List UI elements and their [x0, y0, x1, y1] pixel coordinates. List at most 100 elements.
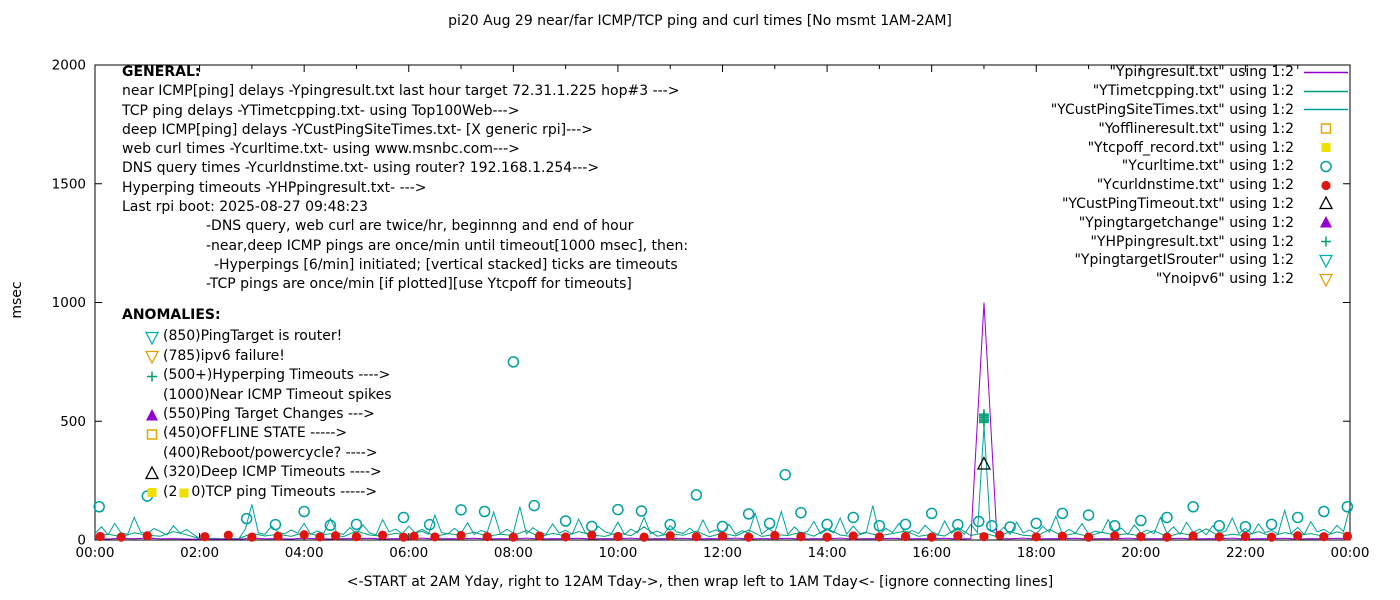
legend-label: "Ytcpoff_record.txt" using 1:2 — [1087, 139, 1294, 156]
general-line: DNS query times -Ycurldnstime.txt- using… — [122, 160, 600, 177]
line-icon — [1304, 71, 1348, 74]
anomaly-item: (2 0)TCP ping Timeouts -----> — [122, 483, 392, 502]
triangle-up-open-icon — [144, 465, 160, 479]
series-YHPpingresult.txt — [978, 409, 989, 428]
anomaly-item: (450)OFFLINE STATE -----> — [122, 424, 392, 443]
anomaly-label: (450)OFFLINE STATE -----> — [163, 425, 348, 442]
general-line: deep ICMP[ping] delays -YCustPingSiteTim… — [122, 121, 593, 138]
general-line: -Hyperpings [6/min] initiated; [vertical… — [214, 256, 678, 273]
triangle-down-open-icon — [1318, 273, 1334, 288]
circle-filled-icon — [1321, 180, 1331, 190]
anomaly-label: (500+)Hyperping Timeouts ----> — [163, 367, 391, 384]
general-line: -DNS query, web curl are twice/hr, begin… — [206, 218, 634, 235]
triangle-down-open-icon — [144, 331, 160, 346]
x-tick-label: 04:00 — [285, 545, 324, 561]
plus-icon — [147, 371, 157, 382]
legend-item: "Yofflineresult.txt" using 1:2 — [1051, 119, 1350, 138]
general-line: -near,deep ICMP pings are once/min until… — [206, 237, 689, 254]
anomaly-item: (400)Reboot/powercycle? ----> — [122, 444, 392, 463]
legend-item: "Ypingtargetchange" using 1:2 — [1051, 213, 1350, 232]
x-tick-label: 16:00 — [912, 545, 951, 561]
legend-item: "YTimetcpping.txt" using 1:2 — [1051, 82, 1350, 101]
x-tick-label: 06:00 — [389, 545, 428, 561]
square-open-icon — [146, 429, 158, 440]
anomaly-label: 0)TCP ping Timeouts -----> — [191, 483, 378, 500]
triangle-up-open-icon — [1318, 196, 1334, 210]
general-line: web curl times -Ycurltime.txt- using www… — [122, 141, 520, 158]
y-tick-label: 500 — [60, 414, 86, 430]
circle-open-icon — [1320, 160, 1332, 173]
general-lines: near ICMP[ping] delays -Ypingresult.txt … — [122, 82, 688, 294]
x-tick-label: 12:00 — [703, 545, 742, 561]
x-tick-label: 02:00 — [180, 545, 219, 561]
anomaly-rows: (850)PingTarget is router! (785)ipv6 fail… — [122, 327, 392, 502]
x-axis-label: <-START at 2AM Yday, right to 12AM Tday-… — [346, 574, 1054, 590]
anomaly-item: (850)PingTarget is router! — [122, 327, 392, 346]
x-tick-label: 18:00 — [1017, 545, 1056, 561]
anomaly-item: (785)ipv6 failure! — [122, 347, 392, 366]
no-icon — [144, 445, 160, 461]
anomalies-heading: ANOMALIES: — [122, 307, 221, 323]
y-tick-label: 1500 — [52, 176, 86, 192]
anomaly-item: (1000)Near ICMP Timeout spikes — [122, 386, 392, 405]
legend-item: "YCustPingSiteTimes.txt" using 1:2 — [1051, 101, 1350, 120]
anomaly-item: (500+)Hyperping Timeouts ----> — [122, 366, 392, 385]
anomaly-label: (400)Reboot/powercycle? ----> — [163, 444, 378, 461]
triangle-down-open-icon — [1318, 254, 1334, 269]
legend-item: "Ytcpoff_record.txt" using 1:2 — [1051, 138, 1350, 157]
anomaly-label: (850)PingTarget is router! — [163, 328, 343, 345]
legend-label: "YTimetcpping.txt" using 1:2 — [1092, 83, 1294, 100]
triangle-down-open-icon — [144, 351, 160, 365]
legend-label: "YCustPingSiteTimes.txt" using 1:2 — [1050, 101, 1294, 118]
legend-item: "YHPpingresult.txt" using 1:2 — [1051, 232, 1350, 251]
legend-label: "Yofflineresult.txt" using 1:2 — [1098, 120, 1294, 137]
chart-title: pi20 Aug 29 near/far ICMP/TCP ping and c… — [448, 13, 952, 29]
x-tick-label: 10:00 — [598, 545, 637, 561]
x-tick-label: 20:00 — [1121, 545, 1160, 561]
no-icon — [144, 387, 160, 403]
y-tick-label: 1000 — [52, 295, 86, 311]
square-open-icon — [1320, 123, 1332, 135]
general-line: Last rpi boot: 2025-08-27 09:48:23 — [122, 199, 368, 216]
anomaly-label: (785)ipv6 failure! — [163, 347, 285, 364]
square-filled-icon — [179, 488, 189, 498]
anomaly-label: (550)Ping Target Changes ---> — [163, 405, 375, 422]
legend-label: "YpingtargetISrouter" using 1:2 — [1074, 252, 1294, 269]
legend-item: "Ycurldnstime.txt" using 1:2 — [1051, 176, 1350, 195]
legend-label: "YCustPingTimeout.txt" using 1:2 — [1061, 195, 1294, 212]
anomalies-notes: ANOMALIES: (850)PingTarget is router! (78… — [122, 306, 392, 502]
series-Ycurldnstime.txt — [95, 530, 1352, 542]
legend-label: "YHPpingresult.txt" using 1:2 — [1090, 233, 1294, 250]
general-notes: GENERAL: near ICMP[ping] delays -Ypingre… — [122, 63, 688, 295]
y-tick-label: 0 — [77, 533, 86, 549]
square-filled-icon — [147, 488, 157, 498]
series-YCustPingTimeout.txt — [976, 456, 992, 470]
x-tick-label: 14:00 — [808, 545, 847, 561]
general-line: near ICMP[ping] delays -Ypingresult.txt … — [122, 83, 680, 100]
anomaly-label: (1000)Near ICMP Timeout spikes — [163, 386, 392, 403]
legend-label: "Ynoipv6" using 1:2 — [1155, 271, 1294, 288]
line-icon — [1304, 109, 1348, 111]
y-tick-label: 2000 — [52, 58, 86, 74]
legend-label: "Ycurldnstime.txt" using 1:2 — [1096, 177, 1294, 194]
x-tick-label: 00:00 — [1331, 545, 1370, 561]
anomaly-item: (550)Ping Target Changes ---> — [122, 405, 392, 424]
triangle-up-filled-icon — [1320, 216, 1332, 228]
legend: "Ypingresult.txt" using 1:2 "YTimetcpping… — [1051, 63, 1350, 289]
legend-item: "Ynoipv6" using 1:2 — [1051, 270, 1350, 289]
legend-item: "YpingtargetISrouter" using 1:2 — [1051, 251, 1350, 270]
square-filled-icon — [1321, 143, 1331, 153]
anomaly-label: (2 — [163, 483, 178, 500]
x-tick-label: 00:00 — [76, 545, 115, 561]
series-Ycurltime.txt — [93, 356, 1354, 533]
legend-item: "Ypingresult.txt" using 1:2 — [1051, 63, 1350, 82]
y-axis-label: msec — [9, 281, 25, 319]
legend-item: "Ycurltime.txt" using 1:2 — [1051, 157, 1350, 176]
general-line: Hyperping timeouts -YHPpingresult.txt- -… — [122, 179, 427, 196]
legend-label: "Ycurltime.txt" using 1:2 — [1121, 158, 1294, 175]
general-heading: GENERAL: — [122, 64, 201, 80]
legend-label: "Ypingresult.txt" using 1:2 — [1109, 64, 1294, 81]
line-icon — [1304, 90, 1348, 92]
general-line: TCP ping delays -YTimetcpping.txt- using… — [122, 102, 520, 119]
